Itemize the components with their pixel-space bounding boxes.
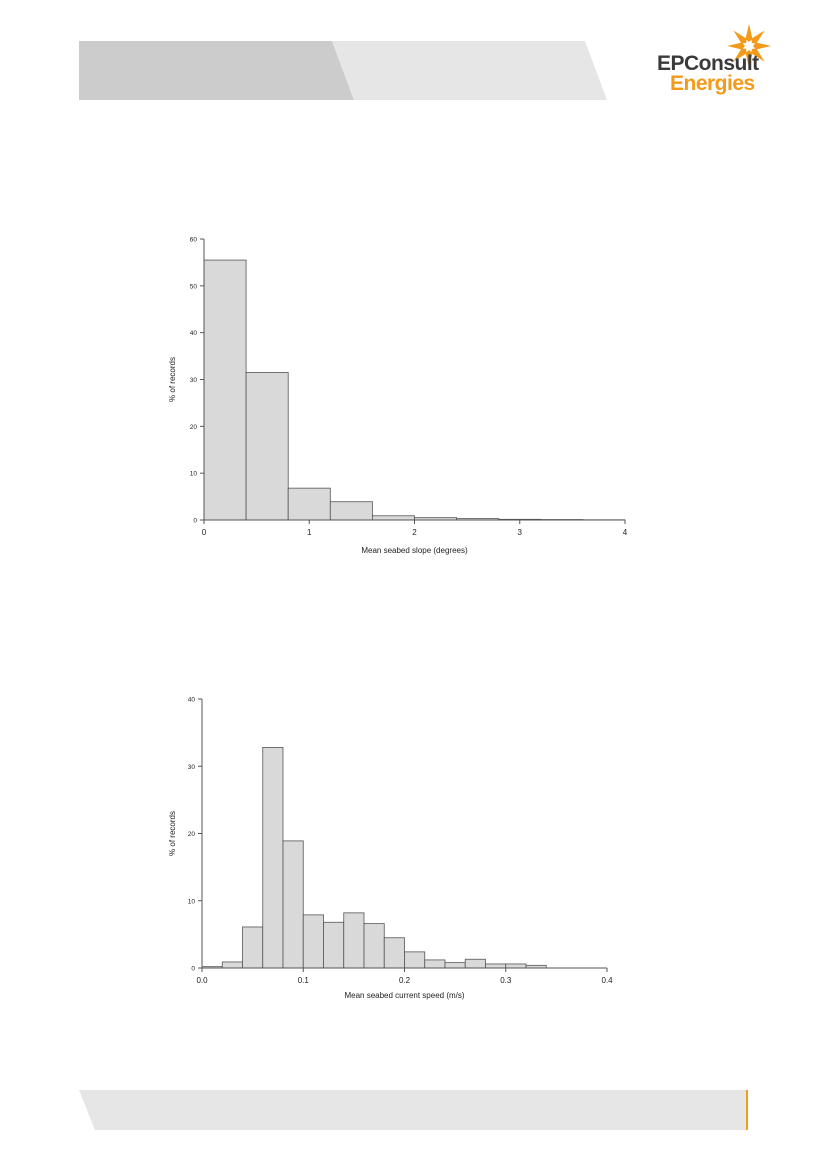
header-bands [79, 41, 607, 100]
chart-2-y-tick-label: 30 [188, 764, 196, 771]
chart-2-x-tick-label: 0.2 [399, 976, 411, 985]
chart-2-bar [444, 962, 466, 969]
chart-2-bar [505, 963, 527, 969]
chart-1-y-tick-label: 30 [190, 377, 198, 384]
chart-2-bar [262, 747, 284, 969]
chart-2-y-tick-label: 0 [191, 966, 195, 973]
logo-text-energies: Energies [670, 72, 755, 95]
chart-2-bar [363, 923, 385, 969]
chart-1-x-tick-label: 0 [202, 528, 207, 537]
logo-text-epconsult: EPConsult [657, 52, 759, 75]
chart-2-y-tick-label: 20 [188, 831, 196, 838]
chart-1-y-tick-label: 20 [190, 424, 198, 431]
chart-2-bar [221, 961, 243, 969]
chart-2-bar [343, 912, 365, 969]
chart-1-x-tick-label: 4 [623, 528, 628, 537]
chart-1-y-tick-label: 40 [190, 330, 198, 337]
chart-2-bar [485, 963, 507, 969]
chart-2-x-tick-label: 0.4 [601, 976, 613, 985]
chart-1-x-tick-label: 2 [412, 528, 417, 537]
chart-2-bar [464, 958, 486, 969]
chart-2-y-axis-label: % of records [168, 811, 177, 856]
chart-2-bar [282, 840, 304, 969]
chart-2-x-tick-label: 0.0 [196, 976, 208, 985]
star-logo-icon [727, 24, 771, 68]
footer-band [79, 1090, 748, 1130]
footer-band-shape [79, 1090, 747, 1130]
chart-2-y-tick-label: 40 [188, 697, 196, 704]
chart-2-bar [323, 921, 345, 969]
chart-2-bar [383, 937, 405, 969]
chart-2-bar [404, 951, 426, 969]
company-logo: EPConsult Energies [655, 22, 775, 102]
chart-2-x-axis-label: Mean seabed current speed (m/s) [344, 991, 464, 1000]
chart-1-bar [287, 487, 331, 521]
chart-2-bar [242, 926, 264, 969]
chart-1-y-tick-label: 50 [190, 283, 198, 290]
chart-1-y-tick-label: 60 [190, 237, 198, 244]
header-band-dark [79, 41, 354, 100]
chart-1-x-tick-label: 1 [307, 528, 312, 537]
header-band-light [332, 41, 607, 100]
chart-2-x-tick-label: 0.3 [500, 976, 512, 985]
chart-1-y-tick-label: 10 [190, 471, 198, 478]
chart-2-bar [302, 914, 324, 969]
footer-accent-line [746, 1090, 748, 1130]
chart-1-y-axis-label: % of records [168, 357, 177, 402]
chart-1-bar [245, 372, 289, 521]
chart-2-x-tick-label: 0.1 [298, 976, 310, 985]
chart-1-x-axis-label: Mean seabed slope (degrees) [361, 546, 468, 555]
chart-2-y-tick-label: 10 [188, 898, 196, 905]
chart-1-y-tick-label: 0 [193, 518, 197, 525]
chart-2-bar [424, 959, 446, 969]
chart-1-x-tick-label: 3 [518, 528, 523, 537]
